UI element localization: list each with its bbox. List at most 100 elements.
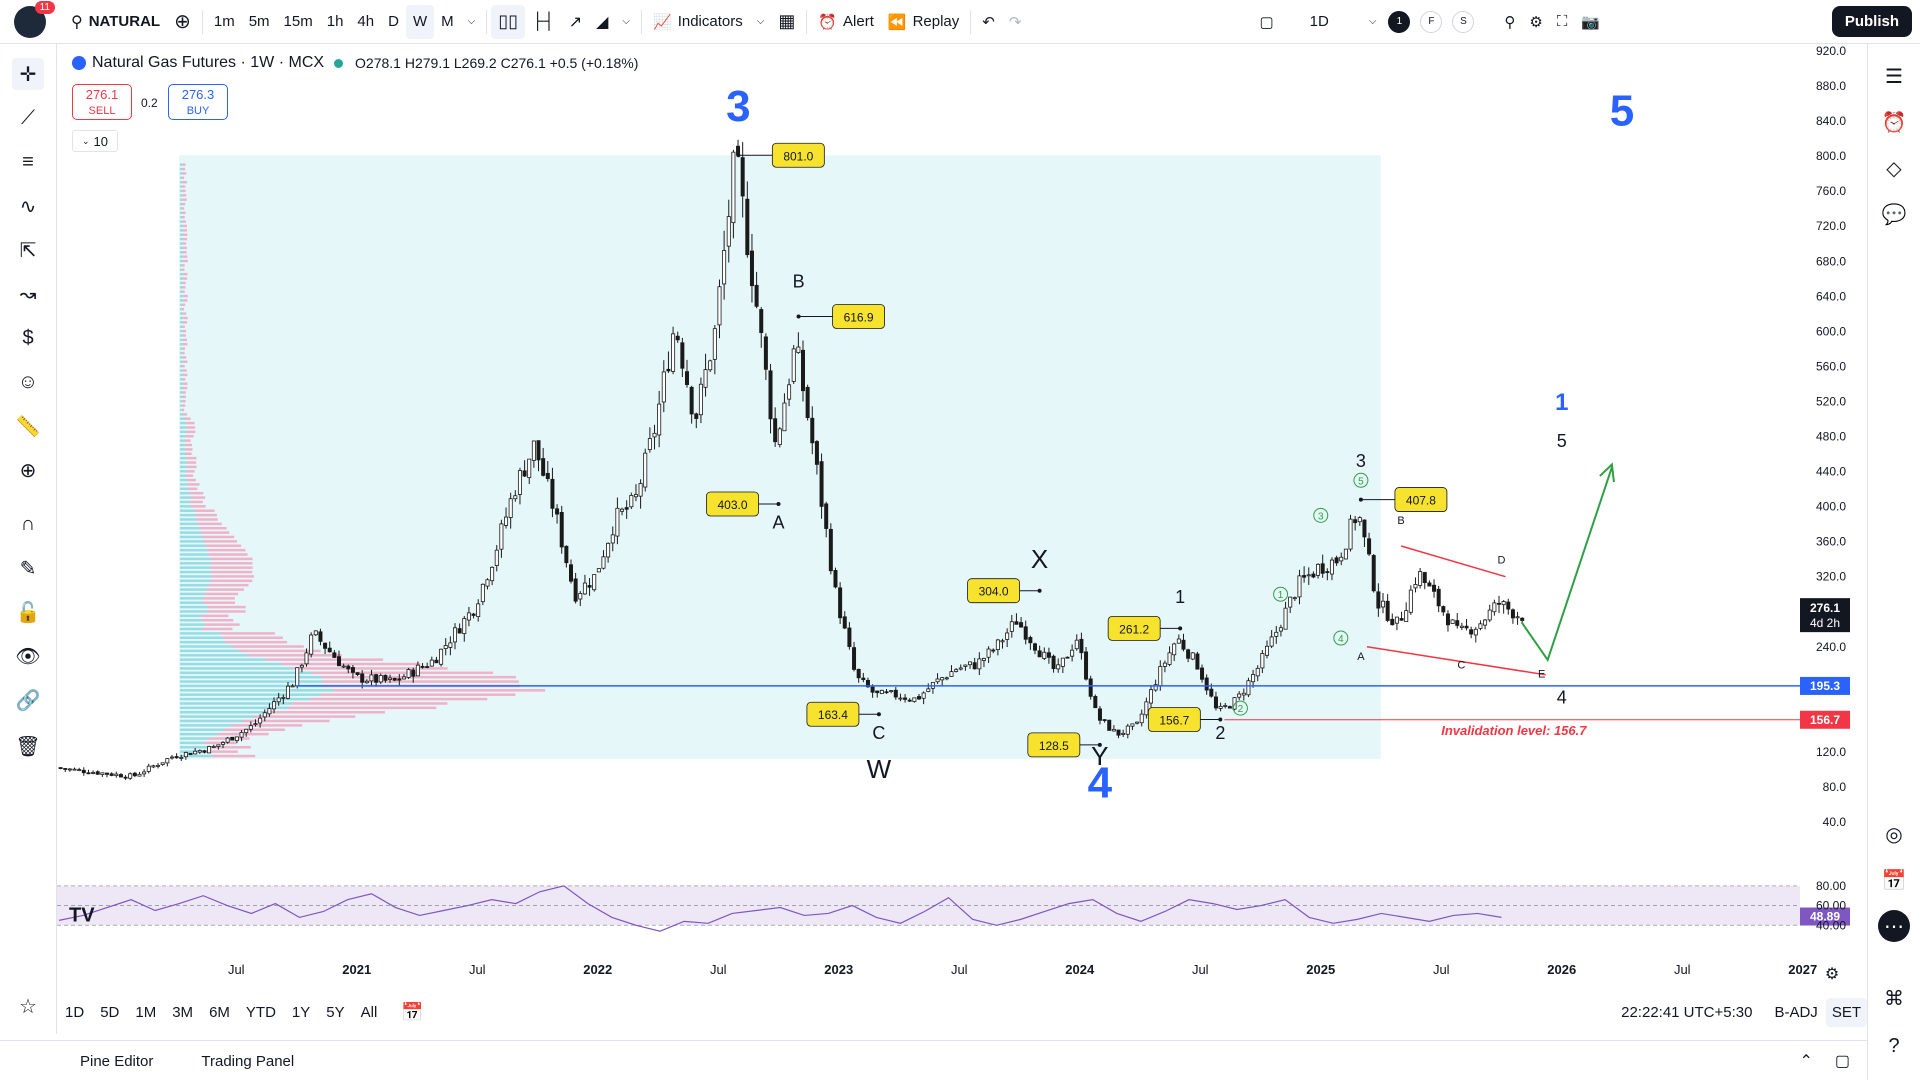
broadcast-icon[interactable]: ⌘: [1878, 982, 1910, 1014]
publish-button[interactable]: Publish: [1832, 6, 1912, 37]
sync-1-button[interactable]: 1: [1388, 11, 1410, 33]
dollar-icon[interactable]: $: [12, 322, 44, 354]
buy-button[interactable]: 276.3 BUY: [168, 84, 228, 120]
interval-group: 1m 5m 15m 1h 4h D W M: [207, 0, 461, 43]
y-tick-label: 800.0: [1816, 149, 1846, 163]
interval-dropdown[interactable]: ⌵: [461, 0, 483, 43]
compare-button[interactable]: ⊕: [167, 0, 198, 43]
candle-body: [834, 570, 837, 587]
session-button[interactable]: SET: [1826, 998, 1867, 1027]
interval-m-month[interactable]: M: [434, 0, 461, 43]
trading-panel-tab[interactable]: Trading Panel: [177, 1053, 318, 1070]
calendar-icon[interactable]: 📅: [1878, 864, 1910, 896]
clock-label[interactable]: 22:22:41 UTC+5:30: [1621, 1004, 1752, 1021]
range-ytd[interactable]: YTD: [238, 1004, 284, 1021]
watchlist-icon[interactable]: ☰: [1878, 60, 1910, 92]
volume-profile-bar: [180, 536, 203, 539]
volume-profile-bar: [180, 553, 208, 556]
range-1y[interactable]: 1Y: [284, 1004, 318, 1021]
maximize-icon[interactable]: ▢: [1835, 1051, 1850, 1071]
trash-icon[interactable]: 🗑: [12, 730, 44, 762]
range-all[interactable]: All: [353, 1004, 386, 1021]
volume-profile-toggle[interactable]: ⌄ 10: [72, 130, 118, 152]
indicators-dropdown[interactable]: ⌵: [750, 0, 772, 43]
line-button[interactable]: ↗: [562, 0, 589, 43]
pattern-icon[interactable]: ∿: [12, 190, 44, 222]
range-6m[interactable]: 6M: [201, 1004, 238, 1021]
wave-label: B: [793, 272, 805, 292]
chevron-up-icon[interactable]: ⌃: [1799, 1051, 1812, 1071]
quick-search-button[interactable]: ⚲: [1497, 0, 1522, 43]
candle-body: [268, 709, 271, 714]
volume-profile-bar: [180, 413, 183, 416]
fullscreen-button[interactable]: ⛶: [1550, 0, 1575, 43]
target-icon[interactable]: ◎: [1878, 818, 1910, 850]
bars-button[interactable]: ├┤: [525, 0, 562, 43]
timeframe-select[interactable]: 1D: [1303, 0, 1336, 43]
sell-button[interactable]: 276.1 SELL: [72, 84, 132, 120]
interval-d[interactable]: D: [381, 0, 406, 43]
chart-type-dropdown[interactable]: ⌵: [615, 0, 637, 43]
snapshot-button[interactable]: 📷: [1574, 0, 1607, 43]
volume-profile-bar: [180, 194, 183, 197]
magnet-icon[interactable]: ∩: [12, 508, 44, 540]
candle-body: [64, 768, 67, 769]
range-1d[interactable]: 1D: [57, 1004, 92, 1021]
smiley-icon[interactable]: ☺: [12, 366, 44, 398]
interval-1m[interactable]: 1m: [207, 0, 242, 43]
crosshair-icon[interactable]: ✛: [12, 58, 44, 90]
lock-icon[interactable]: 🔓: [12, 596, 44, 628]
projection-icon[interactable]: ⇱: [12, 234, 44, 266]
range-5y[interactable]: 5Y: [318, 1004, 352, 1021]
interval-5m[interactable]: 5m: [242, 0, 277, 43]
pencil-lock-icon[interactable]: ✎: [12, 552, 44, 584]
link-icon[interactable]: 🔗: [12, 684, 44, 716]
ruler-icon[interactable]: 📏: [12, 410, 44, 442]
alert-button[interactable]: ⏰ Alert: [811, 0, 881, 43]
interval-w[interactable]: W: [406, 5, 434, 39]
symbol-search[interactable]: ⚲ NATURAL: [64, 0, 167, 43]
alarm-clock-icon[interactable]: ⏰: [1878, 106, 1910, 138]
candle-body: [1377, 592, 1380, 608]
avatar[interactable]: 11: [14, 6, 46, 38]
area-button[interactable]: ◢: [589, 0, 615, 43]
fib-icon[interactable]: ≡: [12, 146, 44, 178]
layout-square-button[interactable]: ▢: [1252, 0, 1280, 43]
undo-button[interactable]: ↶: [975, 0, 1002, 43]
forecast-icon[interactable]: ↝: [12, 278, 44, 310]
volume-profile-bar: [180, 277, 183, 280]
price-chart[interactable]: Invalidation level: 156.7 801.0 616.9 403.…: [57, 44, 1869, 984]
candle-body: [1312, 574, 1315, 577]
settings-button[interactable]: ⚙: [1522, 0, 1549, 43]
replay-button[interactable]: ⏪ Replay: [881, 0, 966, 43]
interval-15m[interactable]: 15m: [277, 0, 320, 43]
star-icon[interactable]: ☆: [12, 990, 44, 1022]
candle-body: [1507, 602, 1510, 609]
chat-icon[interactable]: 💬: [1878, 198, 1910, 230]
pine-editor-tab[interactable]: Pine Editor: [0, 1053, 177, 1070]
candle-body: [1001, 641, 1004, 642]
zoom-icon[interactable]: ⊕: [12, 454, 44, 486]
date-range-icon[interactable]: 📅: [401, 1002, 423, 1023]
candle-body: [662, 372, 665, 402]
candle-body: [518, 471, 521, 495]
interval-1h[interactable]: 1h: [320, 0, 351, 43]
apps-icon[interactable]: ⋯: [1878, 910, 1910, 942]
help-icon[interactable]: ?: [1878, 1030, 1910, 1062]
eye-icon[interactable]: 👁: [12, 640, 44, 672]
interval-4h[interactable]: 4h: [350, 0, 381, 43]
layouts-button[interactable]: ▦: [771, 0, 802, 43]
range-3m[interactable]: 3M: [164, 1004, 201, 1021]
range-1m[interactable]: 1M: [127, 1004, 164, 1021]
adjust-button[interactable]: B-ADJ: [1766, 1004, 1825, 1021]
candles-button[interactable]: ▯▯: [491, 5, 525, 39]
layers-icon[interactable]: ◇: [1878, 152, 1910, 184]
sync-s-button[interactable]: S: [1452, 11, 1474, 33]
redo-button[interactable]: ↷: [1002, 0, 1029, 43]
indicators-button[interactable]: 📈 Indicators: [646, 0, 750, 43]
sync-f-button[interactable]: F: [1420, 11, 1442, 33]
volume-profile-bar: [180, 610, 208, 613]
timeframe-dropdown[interactable]: ⌵: [1362, 0, 1384, 43]
range-5d[interactable]: 5D: [92, 1004, 127, 1021]
trendline-icon[interactable]: ⟋: [12, 102, 44, 134]
